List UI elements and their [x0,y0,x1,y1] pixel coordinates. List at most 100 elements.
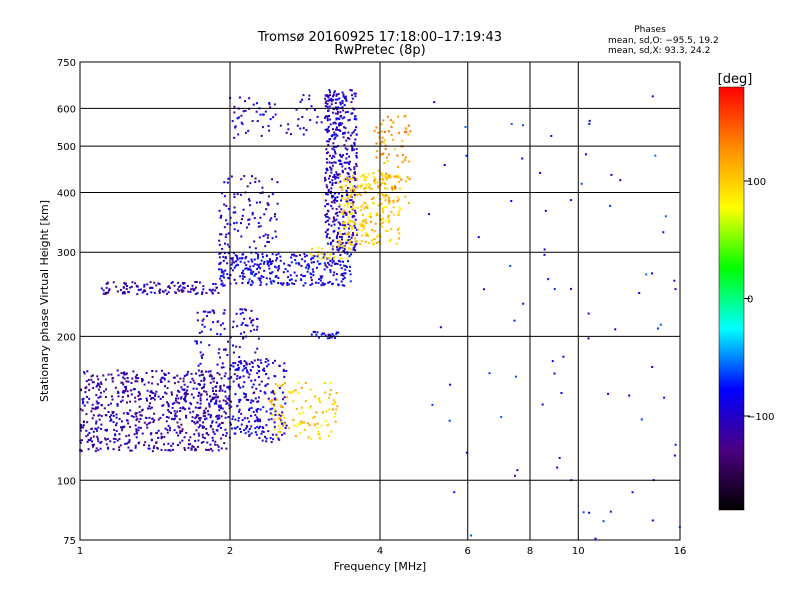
data-point [223,195,226,198]
data-point [353,172,356,175]
data-point [354,218,357,221]
data-point [85,380,88,383]
data-point [335,171,338,174]
data-point [313,109,316,112]
data-point [330,167,333,170]
data-point [219,404,222,407]
data-point [127,291,130,294]
data-point [241,419,244,422]
data-point [223,252,226,255]
data-point [570,287,573,290]
data-point [138,420,141,423]
data-point [313,423,316,426]
data-point [316,426,319,429]
data-point [158,290,161,293]
data-point [326,424,329,427]
data-point [373,180,376,183]
data-point [408,160,411,163]
data-point [335,218,338,221]
data-point [366,204,369,207]
data-point [192,396,195,399]
data-point [352,248,355,251]
data-point [102,289,105,292]
data-point [351,211,354,214]
data-point [178,390,181,393]
data-point [173,429,176,432]
data-point [378,234,381,237]
data-point [381,225,384,228]
data-point [151,286,154,289]
data-point [330,187,333,190]
data-point [628,394,631,397]
data-point [153,281,156,284]
data-point [221,362,224,365]
data-point [174,291,177,294]
data-point [352,187,355,190]
data-point [298,381,301,384]
data-point [336,405,339,408]
data-point [292,419,295,422]
data-point [218,406,221,409]
data-point [324,128,327,131]
data-point [306,422,309,425]
data-point [212,390,215,393]
data-point [92,381,95,384]
data-point [98,413,101,416]
data-point [144,441,147,444]
data-point [95,428,98,431]
data-point [273,404,276,407]
data-point [482,288,485,291]
data-point [354,240,357,243]
data-point [183,383,186,386]
data-point [333,223,336,226]
data-point [213,377,216,380]
data-point [177,425,180,428]
data-point [202,414,205,417]
data-point [215,393,218,396]
data-point [255,102,258,105]
data-point [120,372,123,375]
data-point [104,438,107,441]
data-point [270,399,273,402]
data-point [327,125,330,128]
data-point [329,192,332,195]
data-point [116,403,119,406]
data-point [354,249,357,252]
data-point [221,322,224,325]
data-point [184,414,187,417]
data-point [328,217,331,220]
data-point [349,280,352,283]
data-point [209,425,212,428]
data-point [257,225,260,228]
data-point [89,439,92,442]
data-point [238,346,241,349]
data-point [271,433,274,436]
data-point [219,333,222,336]
data-point [178,289,181,292]
data-point [222,366,225,369]
data-point [256,325,259,328]
data-point [329,181,332,184]
data-point [271,271,274,274]
data-point [222,270,225,273]
data-point [352,220,355,223]
data-point [203,418,206,421]
data-point [169,411,172,414]
data-point [370,187,373,190]
data-point [197,439,200,442]
data-point [197,417,200,420]
data-point [147,447,150,450]
data-point [220,377,223,380]
data-point [353,221,356,224]
data-point [323,253,326,256]
data-point [234,427,237,430]
data-point [234,211,237,214]
data-point [266,261,269,264]
data-point [81,402,84,405]
data-point [324,283,327,286]
data-point [259,281,262,284]
data-point [342,250,345,253]
data-point [313,424,316,427]
data-point [264,435,267,438]
